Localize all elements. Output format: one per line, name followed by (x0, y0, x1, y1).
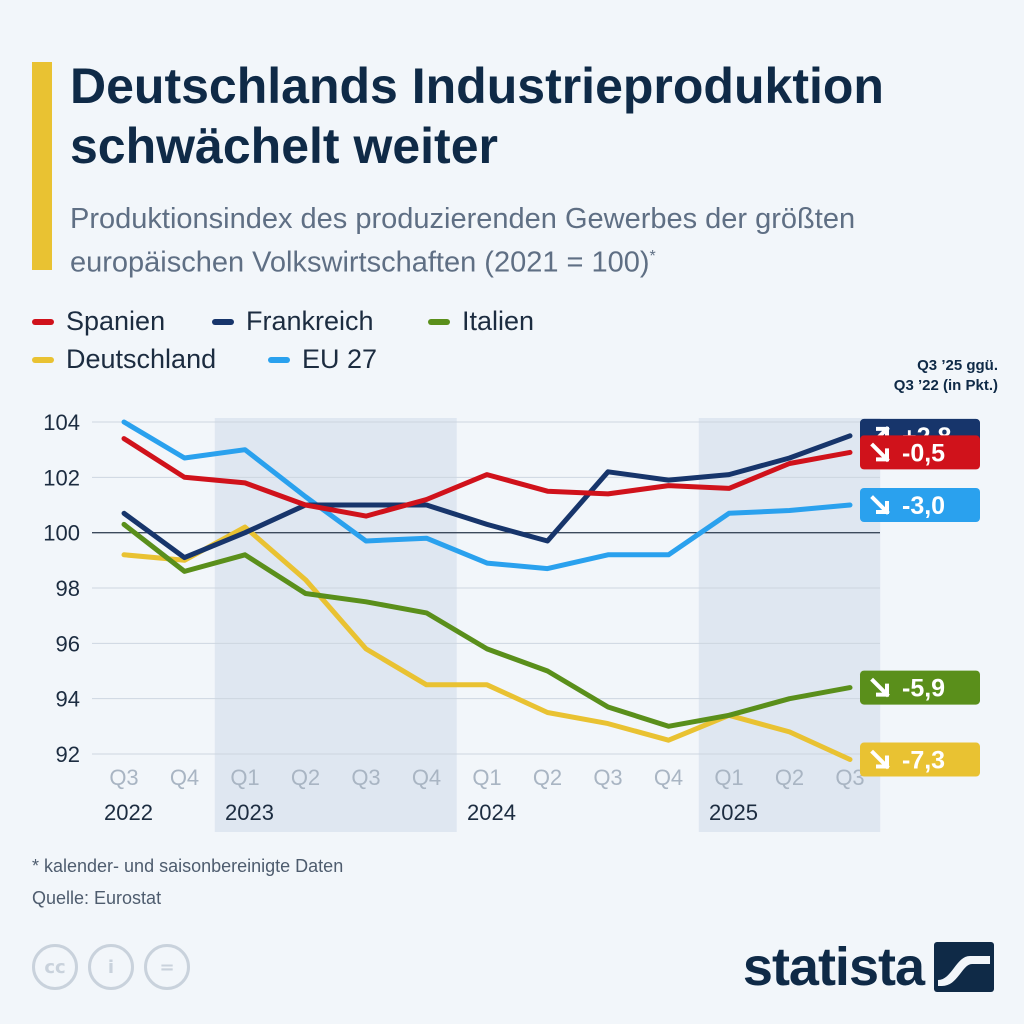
delta-badge-bg (860, 670, 980, 705)
legend-swatch (32, 318, 54, 325)
no-derivatives-icon[interactable]: = (144, 944, 190, 990)
delta-value: -3,0 (902, 492, 945, 520)
x-tick-label: Q2 (291, 765, 320, 790)
footnote: * kalender- und saisonbereinigte Daten (32, 856, 344, 876)
source: Quelle: Eurostat (32, 888, 162, 908)
y-tick-label: 98 (56, 576, 80, 601)
delta-badge-italien: -5,9 (860, 670, 980, 705)
year-label: 2023 (225, 800, 274, 825)
delta-badge-eu-27: -3,0 (860, 488, 980, 522)
license-icons: cc i = (32, 944, 190, 990)
x-tick-label: Q1 (230, 765, 259, 790)
year-label: 2022 (104, 800, 153, 825)
x-tick-label: Q2 (775, 765, 804, 790)
delta-badge-deutschland: -7,3 (860, 742, 980, 777)
x-tick-label: Q3 (109, 765, 138, 790)
series-line-eu-27 (121, 419, 853, 572)
y-tick-label: 94 (56, 687, 80, 712)
chart-subtitle: Produktionsindex des produzierenden Gewe… (70, 200, 1000, 282)
series-line-spanien (121, 436, 853, 519)
legend-label: Deutschland (66, 344, 217, 374)
year-label: 2025 (709, 800, 758, 825)
legend-label: Italien (462, 306, 535, 336)
delta-badge-bg (860, 488, 980, 522)
delta-header: Q3 ’25 ggü. Q3 ’22 (in Pkt.) (894, 356, 998, 396)
arrow-down-right-icon (870, 749, 890, 770)
y-tick-label: 102 (43, 465, 80, 490)
legend-item-frankreich: Frankreich (212, 306, 374, 337)
legend-swatch (212, 318, 234, 325)
series-line-italien (121, 521, 853, 729)
statista-logo: statista (743, 936, 994, 998)
legend-label: EU 27 (302, 344, 378, 374)
legend-swatch (268, 356, 290, 363)
line-chart: 92 94 96 98 100 102 104 Q3 Q4 Q1 Q2 Q3 Q4 Q1 Q2 Q3 Q4 Q1 Q… (43, 410, 980, 832)
arrow-down-right-icon (870, 677, 890, 698)
x-tick-label: Q4 (170, 765, 199, 790)
subtitle-text: Produktionsindex des produzierenden Gewe… (70, 203, 856, 279)
attribution-icon[interactable]: i (88, 944, 134, 990)
accent-bar (32, 62, 52, 270)
y-tick-label: 96 (56, 631, 80, 656)
legend-item-eu27: EU 27 (268, 344, 377, 375)
x-tick-label: Q3 (593, 765, 622, 790)
x-tick-label: Q1 (714, 765, 743, 790)
delta-value: -0,5 (902, 439, 945, 467)
statista-wave-icon (934, 942, 994, 992)
x-tick-label: Q4 (412, 765, 441, 790)
x-tick-label: Q3 (835, 765, 864, 790)
delta-header-line2: Q3 ’22 (in Pkt.) (893, 377, 998, 394)
delta-badge-bg (860, 742, 980, 777)
series-line-frankreich (121, 433, 853, 561)
legend-label: Spanien (66, 306, 166, 336)
y-tick-label: 104 (43, 410, 80, 435)
x-tick-label: Q2 (533, 765, 562, 790)
legend-label: Frankreich (246, 306, 374, 336)
legend-item-deutschland: Deutschland (32, 344, 216, 375)
year-label: 2024 (467, 800, 516, 825)
y-tick-label: 92 (56, 742, 80, 767)
legend-swatch (32, 356, 54, 363)
arrow-down-right-icon (870, 442, 890, 463)
x-tick-label: Q3 (351, 765, 380, 790)
arrow-down-right-icon (870, 495, 890, 515)
delta-badge-spanien: -0,5 (860, 435, 980, 470)
brand-wordmark: statista (742, 937, 925, 997)
delta-header-line1: Q3 ’25 ggü. (917, 357, 998, 374)
x-tick-label: Q4 (654, 765, 683, 790)
chart-title: Deutschlands Industrie­produktion schwäc… (70, 58, 884, 174)
legend-item-spanien: Spanien (32, 306, 165, 337)
creative-commons-icon[interactable]: cc (32, 944, 78, 990)
x-tick-label: Q1 (472, 765, 501, 790)
legend-swatch (428, 318, 450, 325)
delta-badge-bg (860, 435, 980, 470)
y-tick-label: 100 (43, 521, 80, 546)
legend-item-italien: Italien (428, 306, 534, 337)
subtitle-footnote-mark: * (649, 248, 656, 265)
delta-value: -5,9 (902, 675, 945, 703)
delta-value: -7,3 (902, 747, 945, 775)
